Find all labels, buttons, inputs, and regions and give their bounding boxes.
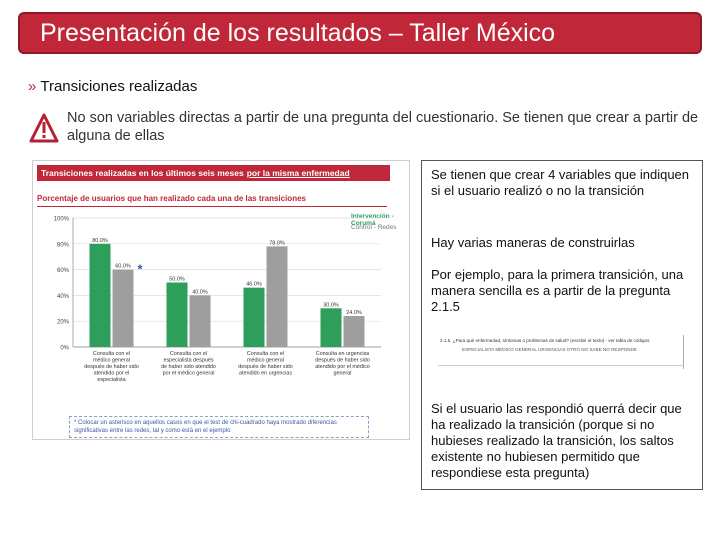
x-category-label: atendido por el bbox=[94, 371, 130, 377]
x-category-label: Consulta con el bbox=[170, 351, 207, 357]
chart-footnote: * Colocar un asterisco en aquellos casos… bbox=[69, 416, 369, 438]
question-line: 2.1.5. ¿Para qué enfermedad, síntomas o … bbox=[440, 338, 650, 343]
warning-note: No son variables directas a partir de un… bbox=[67, 110, 699, 144]
panel-paragraph-ways: Hay varias maneras de construirlas bbox=[431, 235, 635, 250]
section-heading: » Transiciones realizadas bbox=[28, 78, 197, 95]
bar-intervencion bbox=[243, 287, 265, 347]
chart-subtitle: Porcentaje de usuarios que han realizado… bbox=[37, 194, 306, 203]
bar-value-label: 24.0% bbox=[346, 310, 362, 316]
x-category-label: Consulta con el bbox=[93, 351, 130, 357]
x-category-label: médico general bbox=[247, 358, 284, 364]
x-category-label: por el médico general bbox=[163, 371, 215, 377]
bar-control bbox=[189, 295, 211, 347]
bar-value-label: 50.0% bbox=[169, 277, 185, 283]
bar-control bbox=[112, 269, 134, 347]
chart-figure: Transiciones realizadas en los últimos s… bbox=[32, 160, 410, 440]
question-rule bbox=[438, 365, 684, 366]
bar-chart: 100% 80% 60% 40% 20% 0% 80.0% 60.0% Consulta con… bbox=[54, 217, 381, 383]
section-label: Transiciones realizadas bbox=[40, 78, 198, 95]
bar-control bbox=[266, 246, 288, 347]
chart-subtitle-rule bbox=[37, 206, 387, 207]
y-tick-label: 40% bbox=[57, 294, 70, 300]
x-category-label: atendido por el médico bbox=[315, 364, 370, 370]
chart-banner: Transiciones realizadas en los últimos s… bbox=[37, 165, 390, 181]
bar-value-label: 46.0% bbox=[246, 282, 262, 288]
y-tick-label: 20% bbox=[57, 320, 70, 326]
x-category-label: atendido en urgencias bbox=[239, 371, 292, 377]
x-category-label: de haber sido atendido bbox=[161, 364, 216, 370]
bar-intervencion bbox=[320, 308, 342, 347]
bar-intervencion bbox=[166, 282, 188, 347]
x-category-label: después de haber sido bbox=[238, 364, 293, 370]
x-category-label: médico general bbox=[93, 358, 130, 364]
question-excerpt: 2.1.5. ¿Para qué enfermedad, síntomas o … bbox=[432, 335, 684, 369]
y-tick-label: 60% bbox=[57, 268, 70, 274]
x-category-label: especialista bbox=[97, 377, 125, 383]
y-tick-label: 0% bbox=[60, 346, 69, 352]
bullet-chevron: » bbox=[28, 78, 37, 95]
panel-paragraph-example: Por ejemplo, para la primera transición,… bbox=[431, 267, 684, 314]
bar-value-label: 30.0% bbox=[323, 302, 339, 308]
significance-asterisk: * bbox=[138, 262, 144, 277]
panel-paragraph-variables: Se tienen que crear 4 variables que indi… bbox=[431, 167, 690, 198]
x-category-label: especialista después bbox=[163, 358, 213, 364]
x-category-label: después de haber sido bbox=[315, 358, 370, 364]
bar-value-label: 80.0% bbox=[92, 238, 108, 244]
x-category-label: Consulta con el bbox=[247, 351, 284, 357]
warning-triangle-icon bbox=[29, 113, 59, 143]
explanation-panel: Se tienen que crear 4 variables que indi… bbox=[421, 160, 703, 490]
bar-intervencion bbox=[89, 243, 111, 347]
chart-banner-underlined: por la misma enfermedad bbox=[246, 168, 350, 178]
x-category-label: general bbox=[334, 371, 352, 377]
legend-intervencion: Intervención - Corumá bbox=[351, 213, 394, 227]
y-tick-label: 100% bbox=[54, 217, 70, 223]
panel-paragraph-conclusion: Si el usuario las respondió querrá decir… bbox=[431, 401, 682, 480]
legend-control: Control - Redes bbox=[351, 224, 397, 231]
slide-title: Presentación de los resultados – Taller … bbox=[18, 12, 702, 54]
y-tick-label: 80% bbox=[57, 242, 70, 248]
bar-control bbox=[343, 316, 365, 347]
question-options: ESPECIALISTA MÉDICO GENERAL URGENCIAS OT… bbox=[462, 347, 637, 352]
bar-value-label: 40.0% bbox=[192, 289, 208, 295]
bar-value-label: 60.0% bbox=[115, 264, 131, 270]
x-category-label: después de haber sido bbox=[84, 364, 139, 370]
bar-value-label: 78.0% bbox=[269, 240, 285, 246]
x-category-label: Consulta en urgencias bbox=[316, 351, 370, 357]
chart-banner-text: Transiciones realizadas en los últimos s… bbox=[41, 168, 244, 178]
